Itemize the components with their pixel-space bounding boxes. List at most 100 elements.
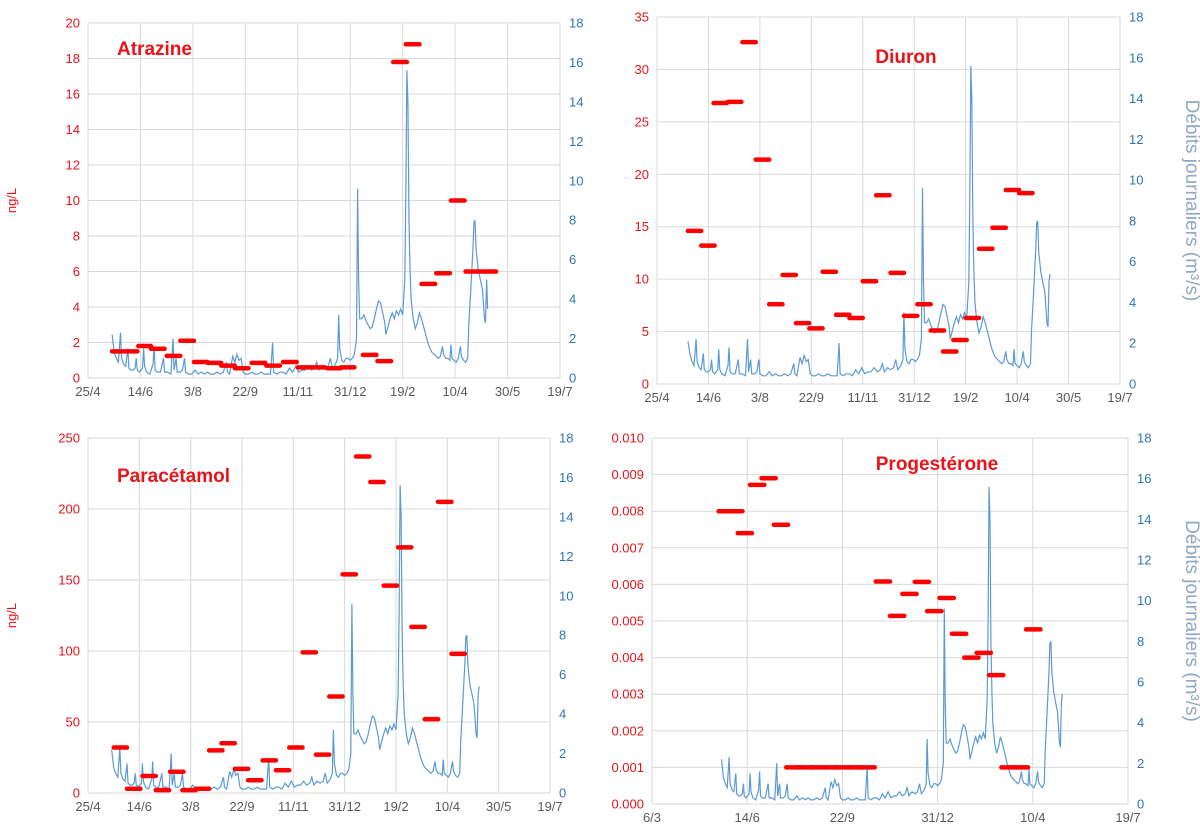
x-tick-label: 22/9 [229,799,254,814]
flow-series-line [111,485,480,791]
y-tick-label: 10 [66,193,80,208]
y-tick-label: 0.004 [611,650,644,665]
x-tick-label: 10/4 [442,384,467,399]
y2-tick-label: 0 [569,371,576,386]
panel-atrazine: 0 2 4 6 8 10 12 14 16 18 20 0 2 4 6 8 10 12 14 16 18 25/4 14/6… [4,16,583,400]
x-tick-label: 10/4 [1020,810,1045,825]
x-tick-label: 22/9 [799,390,824,405]
x-tick-label: 14/6 [735,810,760,825]
y-tick-label: 2 [73,335,80,350]
x-tick-label: 25/4 [644,390,669,405]
x-tick-label: 3/8 [751,390,769,405]
y2-tick-label: 18 [569,16,583,31]
x-tick-label: 11/11 [282,384,313,399]
x-tick-label: 3/8 [182,799,200,814]
x-tick-label: 25/4 [75,384,100,399]
y-tick-label: 12 [66,158,80,173]
y2-tick-label: 2 [559,746,566,761]
y2-tick-label: 4 [1129,295,1136,310]
y2-tick-label: 0 [1137,797,1144,812]
x-tick-label: 19/7 [1107,390,1132,405]
x-tick-label: 11/11 [278,799,309,814]
y2-axis-label: Débits journaliers (m³/s) [1181,100,1200,302]
panel-paracetamol: 0 50 100 150 200 250 0 2 4 6 8 10 12 14 16 18 25/4 14/6 3/… [4,431,573,815]
x-tick-label: 19/7 [537,799,562,814]
y-tick-label: 250 [58,431,80,446]
x-tick-label: 31/12 [921,810,954,825]
y2-tick-label: 8 [1129,213,1136,228]
y-tick-label: 10 [635,272,649,287]
y-tick-label: 35 [635,10,649,25]
y-tick-label: 0 [73,371,80,386]
y-tick-label: 0 [73,786,80,801]
y2-tick-label: 6 [559,667,566,682]
y-tick-label: 6 [73,264,80,279]
y2-tick-label: 4 [1137,715,1144,730]
y2-tick-label: 18 [1129,10,1143,25]
y2-tick-label: 16 [1137,471,1151,486]
y-tick-label: 18 [66,51,80,66]
y-tick-label: 100 [58,644,80,659]
y-tick-label: 16 [66,87,80,102]
y-tick-label: 150 [58,573,80,588]
x-tick-label: 30/5 [495,384,520,399]
x-tick-label: 10/4 [1004,390,1029,405]
y-tick-label: 200 [58,502,80,517]
y-tick-label: 0.009 [611,467,644,482]
y2-tick-label: 2 [1129,336,1136,351]
y2-tick-label: 4 [569,292,576,307]
y2-tick-label: 8 [569,213,576,228]
y2-tick-label: 6 [569,252,576,267]
y2-tick-label: 16 [559,470,573,485]
y-tick-label: 8 [73,229,80,244]
y-tick-label: 20 [635,167,649,182]
y2-tick-label: 2 [1137,756,1144,771]
y2-tick-label: 14 [569,94,583,109]
x-tick-label: 19/7 [1115,810,1140,825]
flow-series-line [111,70,489,376]
y2-tick-label: 8 [559,628,566,643]
y2-tick-label: 16 [569,55,583,70]
panel-title: Atrazine [117,39,192,60]
panel-progesterone: 0.000 0.001 0.002 0.003 0.004 0.005 0.006 0.007… [611,431,1200,826]
x-tick-label: 6/3 [643,810,661,825]
x-tick-label: 30/5 [1056,390,1081,405]
y-tick-label: 15 [635,219,649,234]
y2-tick-label: 12 [559,549,573,564]
x-tick-label: 22/9 [233,384,258,399]
y2-tick-label: 6 [1129,254,1136,269]
y2-tick-label: 8 [1137,634,1144,649]
x-tick-label: 19/2 [953,390,978,405]
y2-tick-label: 0 [559,786,566,801]
x-tick-label: 10/4 [435,799,460,814]
y-tick-label: 25 [635,114,649,129]
y2-tick-label: 4 [559,707,566,722]
y2-tick-label: 10 [1137,593,1151,608]
y-tick-label: 0.001 [611,760,644,775]
x-tick-label: 30/5 [486,799,511,814]
y-tick-label: 0.005 [611,614,644,629]
y-tick-label: 0.010 [611,431,644,446]
y2-tick-label: 6 [1137,675,1144,690]
x-tick-label: 22/9 [830,810,855,825]
y2-tick-label: 14 [1129,91,1143,106]
x-tick-label: 19/2 [383,799,408,814]
y-tick-label: 50 [66,715,80,730]
y2-tick-label: 2 [569,331,576,346]
y2-tick-label: 12 [1137,553,1151,568]
x-tick-label: 25/4 [75,799,100,814]
x-tick-label: 14/6 [128,384,153,399]
y-tick-label: 20 [66,16,80,31]
y-tick-label: 0 [642,377,649,392]
panel-diuron: 0 5 10 15 20 25 30 35 0 2 4 6 8 10 12 14 16 18 25/4 14/6 3/8… [635,10,1200,406]
y2-tick-label: 14 [559,509,573,524]
panel-title: Progestérone [876,454,998,475]
y2-tick-label: 0 [1129,377,1136,392]
x-tick-label: 31/12 [898,390,931,405]
flow-series-line [720,486,1063,802]
x-tick-label: 3/8 [184,384,202,399]
y-axis-label: ng/L [4,603,19,628]
x-tick-label: 14/6 [127,799,152,814]
